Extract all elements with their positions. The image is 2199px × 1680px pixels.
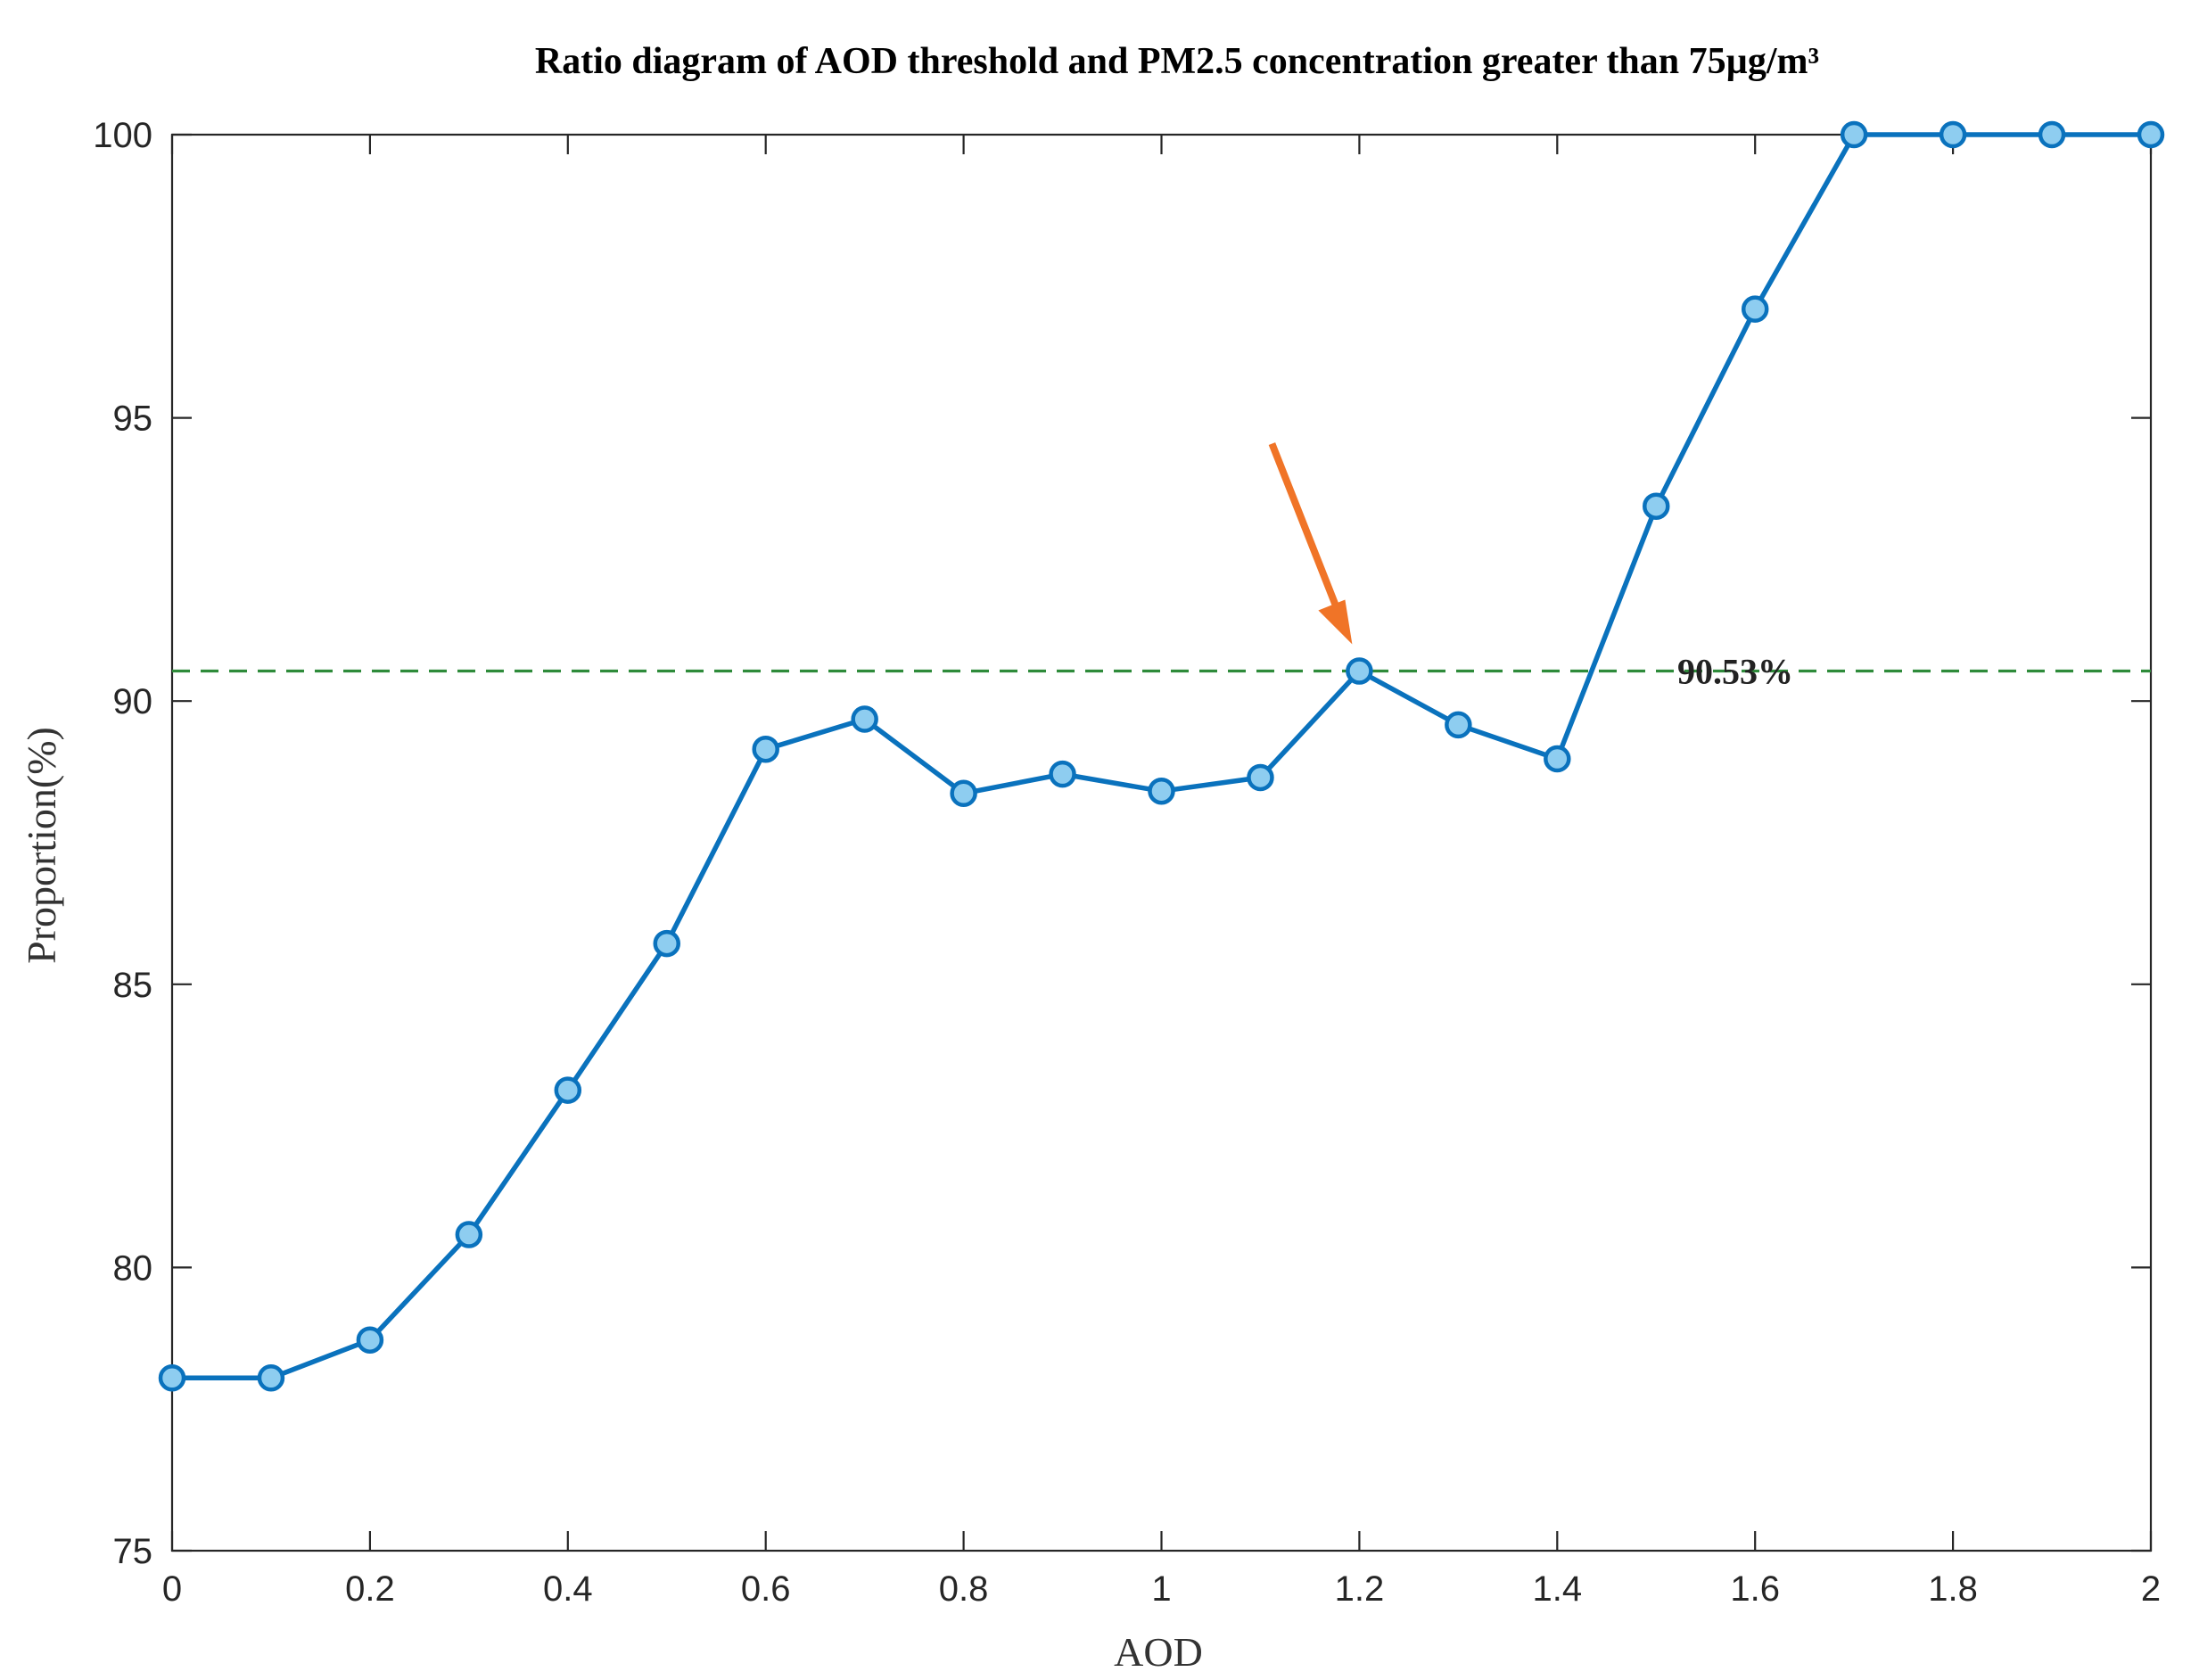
data-point (1346, 657, 1373, 685)
series-line (172, 132, 2151, 1381)
y-tick-label: 100 (93, 116, 152, 155)
data-point (1840, 120, 1868, 149)
x-tick-label: 1.4 (1532, 1569, 1582, 1609)
data-point (554, 1076, 582, 1104)
data-point (653, 929, 680, 958)
data-point (1445, 711, 1472, 739)
data-point (1247, 763, 1274, 792)
data-point (851, 705, 878, 733)
data-point (2137, 120, 2165, 149)
x-tick-label: 0.2 (345, 1569, 395, 1609)
x-tick-label: 0 (162, 1569, 182, 1609)
y-tick-label: 80 (113, 1248, 153, 1288)
annotation-arrow-shaft (1268, 442, 1344, 618)
data-point (257, 1364, 285, 1392)
reference-line-label: 90.53% (1677, 652, 1793, 692)
y-axis-label: Proportion(%) (19, 727, 64, 964)
x-tick-label: 0.8 (939, 1569, 989, 1609)
x-tick-label: 1.2 (1335, 1569, 1385, 1609)
y-tick-label: 95 (113, 399, 153, 439)
y-tick-label: 75 (113, 1532, 153, 1571)
x-tick-label: 1.6 (1730, 1569, 1780, 1609)
data-point (1544, 745, 1571, 773)
x-tick-label: 0.6 (741, 1569, 791, 1609)
data-point (158, 1364, 186, 1392)
data-point (752, 735, 779, 763)
data-point (1148, 777, 1175, 805)
x-tick-label: 0.4 (543, 1569, 593, 1609)
y-tick-label: 90 (113, 682, 153, 721)
data-point (1939, 120, 1967, 149)
data-point (455, 1221, 483, 1248)
data-point (1643, 492, 1670, 520)
data-point (356, 1326, 384, 1354)
x-tick-label: 1.8 (1928, 1569, 1978, 1609)
x-tick-label: 1 (1151, 1569, 1171, 1609)
y-tick-label: 85 (113, 966, 153, 1005)
x-axis-label: AOD (1114, 1629, 1203, 1675)
axes-box (170, 133, 2153, 1552)
x-tick-label: 2 (2141, 1569, 2161, 1609)
data-point (1049, 760, 1076, 788)
chart-title: Ratio diagram of AOD threshold and PM2.5… (535, 41, 1819, 82)
data-point (1741, 295, 1769, 323)
annotation-arrow-head (1318, 599, 1353, 645)
plot-area: 0 0.2 0.4 0.6 0.8 1 1.2 1.4 1.6 1.8 2 75 80 85 90 95 100… (93, 116, 2165, 1609)
data-point (2038, 120, 2066, 149)
data-point (950, 779, 977, 807)
